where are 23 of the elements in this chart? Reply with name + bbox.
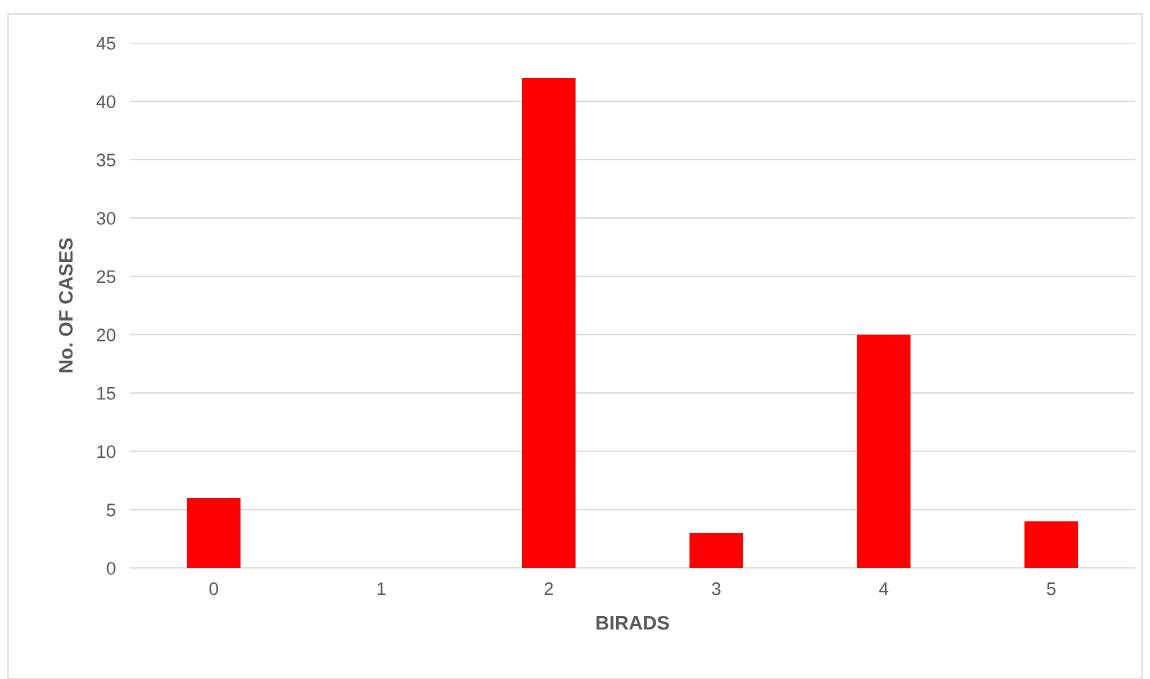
y-axis-title: No. OF CASES	[58, 238, 73, 373]
y-tick-label: 40	[96, 95, 116, 109]
bar	[689, 533, 744, 568]
bar	[856, 334, 911, 568]
x-tick-label: 3	[711, 582, 721, 596]
x-tick-label: 5	[1046, 582, 1056, 596]
y-tick-label: 45	[96, 37, 116, 50]
y-tick-label: 0	[106, 561, 116, 575]
bar	[1024, 521, 1079, 568]
y-tick-label: 5	[106, 503, 116, 517]
bar	[521, 78, 576, 568]
y-tick-label: 30	[96, 211, 116, 225]
x-axis-title: BIRADS	[596, 615, 670, 630]
y-tick-label: 20	[96, 328, 116, 342]
x-tick-label: 2	[544, 582, 553, 595]
x-tick-label: 1	[377, 582, 386, 595]
bar	[186, 498, 241, 568]
y-tick-label: 25	[96, 270, 116, 284]
x-tick-label: 0	[209, 582, 219, 596]
x-tick-label: 4	[879, 582, 889, 595]
y-tick-label: 35	[96, 153, 116, 167]
y-tick-label: 10	[97, 445, 116, 459]
y-tick-label: 15	[97, 387, 116, 400]
